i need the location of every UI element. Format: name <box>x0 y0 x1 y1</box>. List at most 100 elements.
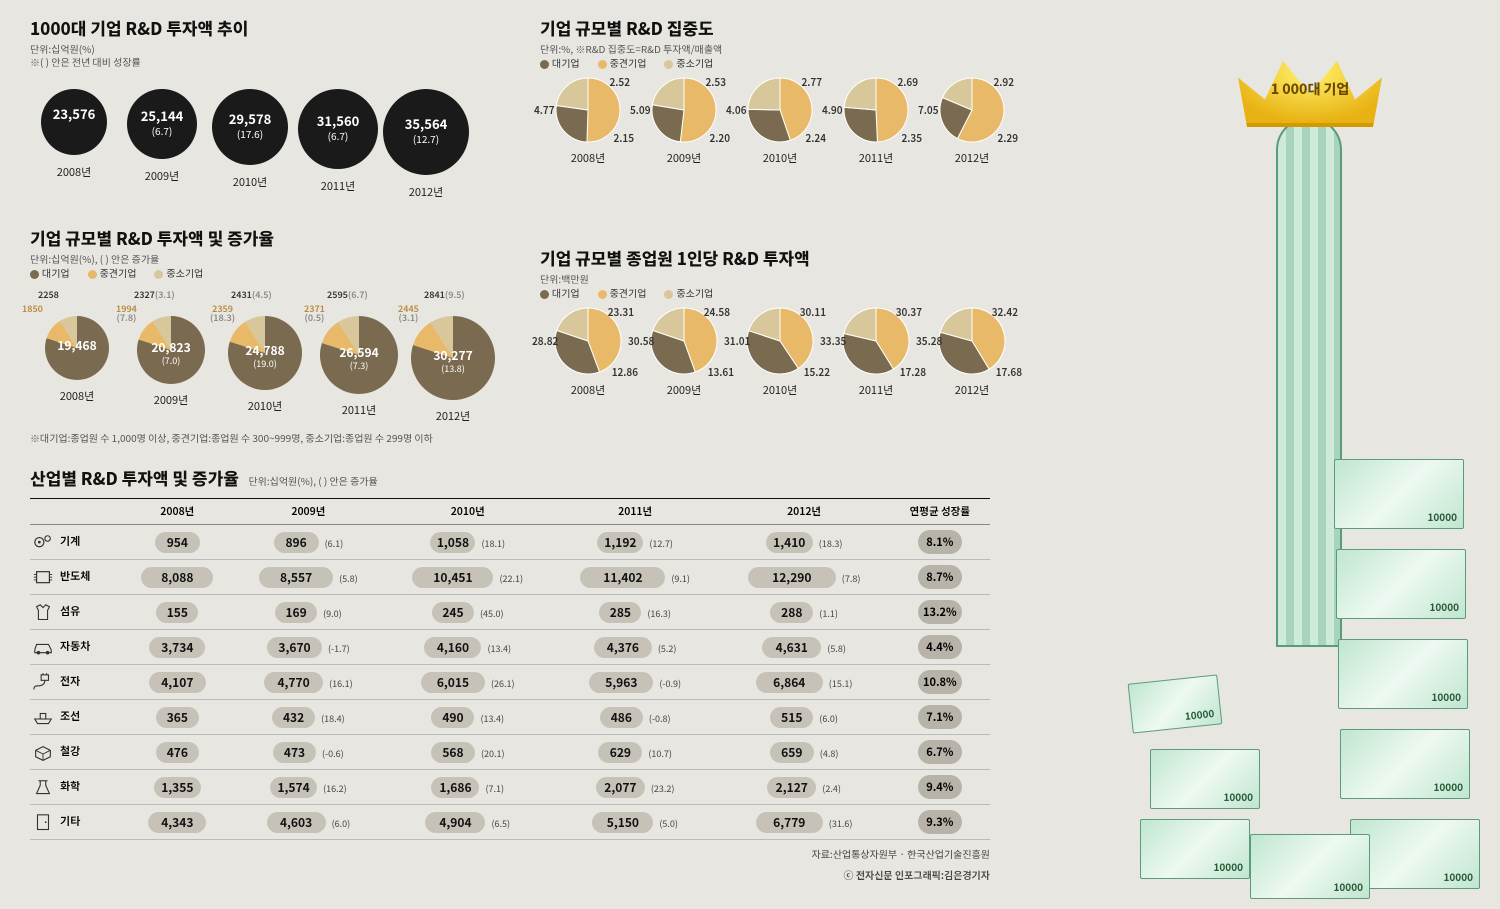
cell: 169(9.0) <box>233 595 384 630</box>
table-row: 조선 365432(18.4)490(13.4)486(-0.8)515(6.0… <box>30 700 990 735</box>
cell: 5,963(-0.9) <box>552 665 719 700</box>
cell: 659(4.8) <box>719 735 890 770</box>
cell: 4,107 <box>122 665 234 700</box>
s3-pie-2010년: 2431(4.5) 2359(18.3) 24,788 (19.0) 2010년 <box>218 290 312 424</box>
s2-unit: 단위:%, ※R&D 집중도=R&D 투자액/매출액 <box>540 42 1020 55</box>
pie4-2011년: 33.35 30.37 17.28 2011년 <box>828 306 924 398</box>
cell: 568(20.1) <box>384 735 552 770</box>
flask-icon <box>32 778 54 796</box>
cell: 4,343 <box>122 805 234 840</box>
table-row: 반도체 8,0888,557(5.8)10,451(22.1)11,402(9.… <box>30 560 990 595</box>
cell: 515(6.0) <box>719 700 890 735</box>
cell: 4,770(16.1) <box>233 665 384 700</box>
s4-unit: 단위:백만원 <box>540 272 1020 285</box>
svg-text:(6.7): (6.7) <box>152 123 173 138</box>
source-line: 자료:산업통상자원부 · 한국산업기술진흥원 <box>30 846 990 861</box>
cell: 486(-0.8) <box>552 700 719 735</box>
col-header: 2010년 <box>384 499 552 525</box>
s2-legend: 대기업중견기업중소기업 <box>540 55 1020 70</box>
cell: 4,631(5.8) <box>719 630 890 665</box>
s3-pies: 2258 1850 19,468 2008년 2327(3.1) 1994(7.… <box>30 290 500 424</box>
bill-icon <box>1250 834 1370 899</box>
table-row: 화학 1,3551,574(16.2)1,686(7.1)2,077(23.2)… <box>30 770 990 805</box>
s2-pies: 4.77 2.52 2.15 2008년 5.09 2.53 2.20 2009… <box>540 76 1020 166</box>
row-header: 조선 <box>30 700 122 735</box>
cagr-cell: 4.4% <box>890 630 990 665</box>
section-by-size: 기업 규모별 R&D 투자액 및 증가율 단위:십억원(%), ( ) 안은 증… <box>30 225 500 445</box>
svg-text:(6.7): (6.7) <box>328 128 349 143</box>
col-header: 2011년 <box>552 499 719 525</box>
s3-pie-2008년: 2258 1850 19,468 2008년 <box>30 290 124 424</box>
pie-2008년: 4.77 2.52 2.15 2008년 <box>540 76 636 166</box>
pie-2009년: 5.09 2.53 2.20 2009년 <box>636 76 732 166</box>
door-icon <box>32 813 54 831</box>
row-header: 자동차 <box>30 630 122 665</box>
row-header: 기계 <box>30 525 122 560</box>
cagr-cell: 13.2% <box>890 595 990 630</box>
col-header: 2012년 <box>719 499 890 525</box>
cagr-cell: 9.4% <box>890 770 990 805</box>
cell: 4,904(6.5) <box>384 805 552 840</box>
bill-icon <box>1150 749 1260 809</box>
money-pillar <box>1276 117 1342 647</box>
money-decoration: 1 000대 기업 <box>1030 9 1500 909</box>
box-icon <box>32 743 54 761</box>
row-header: 화학 <box>30 770 122 805</box>
cell: 4,376(5.2) <box>552 630 719 665</box>
cell: 432(18.4) <box>233 700 384 735</box>
cell: 3,734 <box>122 630 234 665</box>
cagr-cell: 7.1% <box>890 700 990 735</box>
cell: 2,127(2.4) <box>719 770 890 805</box>
cell: 1,192(12.7) <box>552 525 719 560</box>
table-row: 철강 476473(-0.6)568(20.1)629(10.7)659(4.8… <box>30 735 990 770</box>
s4-pies: 28.82 23.31 12.86 2008년 30.58 24.58 13.6… <box>540 306 1020 398</box>
cell: 896(6.1) <box>233 525 384 560</box>
cell: 4,603(6.0) <box>233 805 384 840</box>
svg-text:(17.6): (17.6) <box>237 126 263 141</box>
col-header <box>30 499 122 525</box>
cell: 245(45.0) <box>384 595 552 630</box>
pie4-2008년: 28.82 23.31 12.86 2008년 <box>540 306 636 398</box>
cell: 5,150(5.0) <box>552 805 719 840</box>
cell: 285(16.3) <box>552 595 719 630</box>
cagr-cell: 6.7% <box>890 735 990 770</box>
cell: 1,410(18.3) <box>719 525 890 560</box>
cell: 8,088 <box>122 560 234 595</box>
bill-icon <box>1350 819 1480 889</box>
bill-icon <box>1336 549 1466 619</box>
cell: 1,686(7.1) <box>384 770 552 805</box>
bill-icon <box>1340 729 1470 799</box>
row-header: 반도체 <box>30 560 122 595</box>
s5-title: 산업별 R&D 투자액 및 증가율 <box>30 465 239 490</box>
s4-legend: 대기업중견기업중소기업 <box>540 285 1020 300</box>
s3-unit: 단위:십억원(%), ( ) 안은 증가율 <box>30 252 500 265</box>
cell: 490(13.4) <box>384 700 552 735</box>
cell: 954 <box>122 525 234 560</box>
bill-icon <box>1334 459 1464 529</box>
cell: 3,670(-1.7) <box>233 630 384 665</box>
svg-text:(12.7): (12.7) <box>413 131 439 146</box>
s3-legend: 대기업중견기업중소기업 <box>30 265 500 280</box>
pie4-2010년: 31.01 30.11 15.22 2010년 <box>732 306 828 398</box>
credit-line: ⓒ 전자신문 인포그래픽:김은경기자 <box>30 867 990 882</box>
section-rd-trend: 1000대 기업 R&D 투자액 추이 단위:십억원(%) ※( ) 안은 전년… <box>30 15 470 200</box>
s3-pie-2009년: 2327(3.1) 1994(7.8) 20,823 (7.0) 2009년 <box>124 290 218 424</box>
s1-bubbles: 23,576 2008년 25,144 (6.7) 2009년 29,578 (… <box>30 86 470 200</box>
svg-text:(13.8): (13.8) <box>441 362 465 375</box>
ship-icon <box>32 708 54 726</box>
cell: 8,557(5.8) <box>233 560 384 595</box>
bubble-2011년: 31,560 (6.7) 2011년 <box>294 86 382 200</box>
cell: 155 <box>122 595 234 630</box>
section-concentration: 기업 규모별 R&D 집중도 단위:%, ※R&D 집중도=R&D 투자액/매출… <box>540 15 1020 166</box>
section-per-employee: 기업 규모별 종업원 1인당 R&D 투자액 단위:백만원 대기업중견기업중소기… <box>540 245 1020 398</box>
s5-unit: 단위:십억원(%), ( ) 안은 증가율 <box>248 473 377 488</box>
svg-text:(7.0): (7.0) <box>162 354 181 367</box>
cell: 11,402(9.1) <box>552 560 719 595</box>
s3-pie-2011년: 2595(6.7) 2371(0.5) 26,594 (7.3) 2011년 <box>312 290 406 424</box>
bubble-2012년: 35,564 (12.7) 2012년 <box>382 86 470 200</box>
s3-pie-2012년: 2841(9.5) 2445(3.1) 30,277 (13.8) 2012년 <box>406 290 500 424</box>
col-header: 2008년 <box>122 499 234 525</box>
pie4-2012년: 35.28 32.42 17.68 2012년 <box>924 306 1020 398</box>
cell: 288(1.1) <box>719 595 890 630</box>
industry-table: 2008년2009년2010년2011년2012년연평균 성장률 기계 9548… <box>30 498 990 840</box>
